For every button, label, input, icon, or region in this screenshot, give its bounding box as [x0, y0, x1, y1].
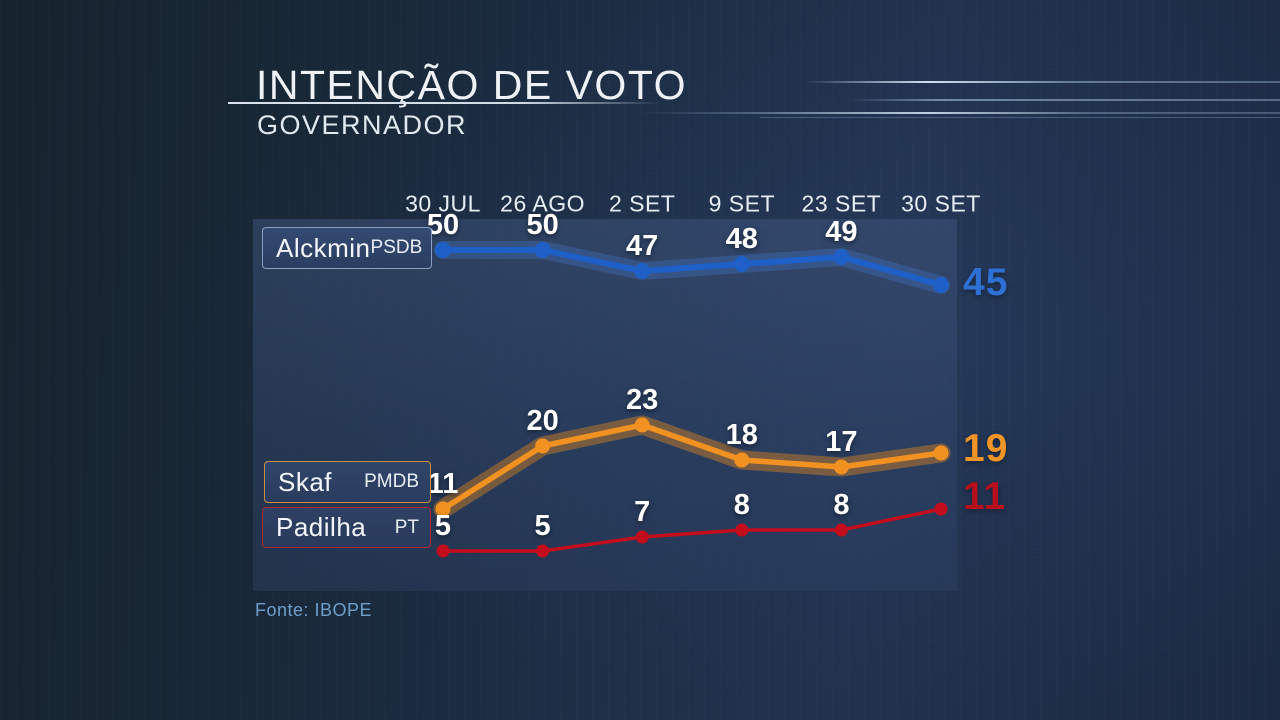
series-glow-skaf [433, 415, 951, 519]
data-point-alckmin [733, 256, 750, 272]
value-label-skaf: 23 [626, 384, 659, 416]
series-line-skaf [440, 422, 944, 512]
data-point-padilha [536, 544, 550, 558]
data-point-alckmin [435, 242, 451, 258]
data-point-skaf [833, 459, 849, 475]
value-label-alckmin: 48 [725, 223, 758, 255]
data-point-padilha [635, 530, 649, 544]
series-line-padilha [441, 507, 943, 553]
value-label-skaf: 18 [725, 419, 758, 451]
data-point-padilha [834, 523, 848, 537]
end-value-padilha: 11 [963, 475, 1007, 518]
value-label-skaf: 17 [825, 426, 858, 458]
x-axis-label: 23 SET [801, 190, 882, 217]
candidate-name: Alckmin [276, 232, 371, 263]
data-point-padilha [436, 544, 450, 558]
x-axis-label: 30 JUL [405, 190, 481, 217]
data-point-skaf [435, 501, 451, 517]
candidate-name: Skaf [278, 466, 333, 497]
value-label-skaf: 20 [526, 405, 559, 437]
data-point-skaf [535, 438, 551, 454]
legend-skaf: Skaf PMDB [264, 461, 431, 503]
value-label-padilha: 5 [534, 510, 551, 542]
legend-alckmin: Alckmin PSDB [262, 227, 432, 269]
end-value-alckmin: 45 [963, 261, 1009, 304]
data-point-skaf [933, 445, 949, 461]
value-label-padilha: 7 [634, 496, 651, 528]
value-label-alckmin: 49 [825, 216, 858, 248]
data-point-skaf [734, 452, 750, 468]
value-label-padilha: 8 [733, 489, 750, 521]
value-label-padilha: 5 [434, 510, 452, 542]
x-axis-label: 26 AGO [500, 190, 586, 217]
x-axis-label: 2 SET [608, 190, 676, 217]
data-point-padilha [934, 502, 948, 516]
page-subtitle: GOVERNADOR [257, 110, 468, 140]
data-point-alckmin [634, 263, 651, 279]
title-underline-decoration [228, 102, 660, 104]
legend-padilha: Padilha PT [262, 507, 431, 548]
value-label-skaf: 11 [427, 468, 459, 500]
end-value-skaf: 19 [963, 427, 1009, 470]
value-label-padilha: 8 [833, 489, 850, 521]
data-point-alckmin [833, 249, 850, 265]
data-point-alckmin [534, 242, 551, 258]
party-label: PT [394, 516, 419, 538]
series-line-alckmin [440, 247, 944, 288]
x-axis-label: 9 SET [708, 190, 776, 217]
data-point-alckmin [933, 277, 949, 293]
party-label: PSDB [370, 237, 423, 258]
party-label: PMDB [364, 471, 419, 492]
data-point-skaf [634, 417, 650, 433]
value-label-alckmin: 50 [426, 209, 460, 241]
candidate-name: Padilha [276, 512, 367, 542]
value-label-alckmin: 50 [526, 209, 559, 241]
source-label: Fonte: IBOPE [255, 600, 373, 620]
x-axis-label: 30 SET [901, 190, 981, 217]
data-point-padilha [735, 523, 749, 537]
page-title: INTENÇÃO DE VOTO [256, 62, 688, 108]
value-label-alckmin: 47 [626, 230, 659, 262]
